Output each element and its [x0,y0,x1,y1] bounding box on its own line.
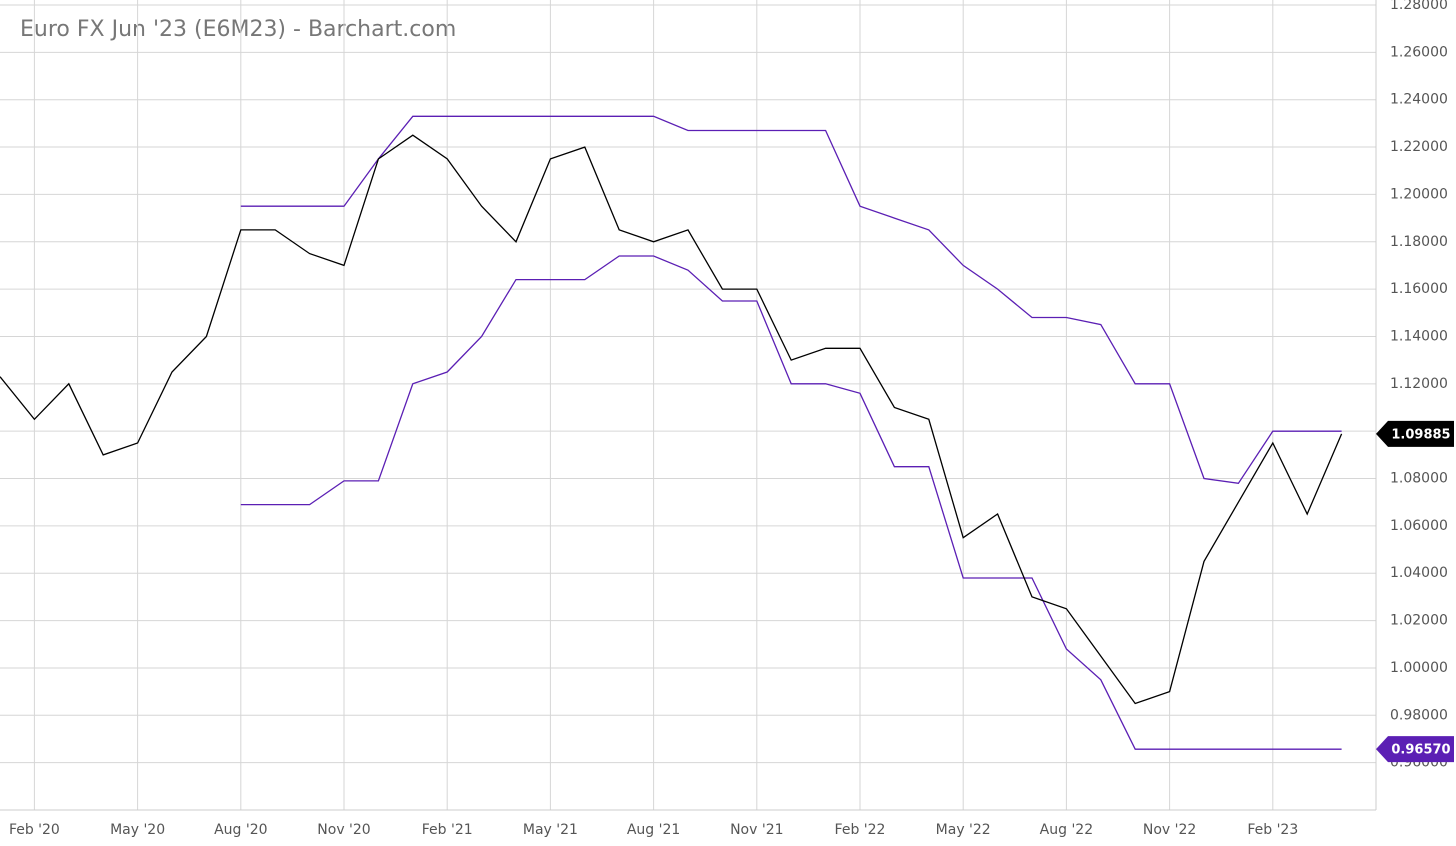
y-tick-label: 1.16000 [1390,281,1448,297]
y-tick-label: 1.12000 [1390,376,1448,392]
series-line [240,115,1342,485]
y-tick-label: 1.08000 [1390,471,1448,487]
y-tick-label: 1.00000 [1390,660,1448,676]
x-tick-label: Nov '22 [1143,822,1196,838]
x-tick-label: Feb '20 [9,822,60,838]
chart-title: Euro FX Jun '23 (E6M23) - Barchart.com [20,17,456,42]
grid [0,0,1376,810]
x-tick-label: May '21 [523,822,578,838]
y-tick-label: 1.20000 [1390,186,1448,202]
y-tick-label: 1.06000 [1390,518,1448,534]
price-tag [1376,736,1454,763]
x-tick-label: Nov '20 [317,822,370,838]
x-tick-label: Aug '22 [1040,822,1093,838]
x-tick-label: Feb '22 [835,822,886,838]
x-tick-label: Feb '21 [422,822,473,838]
price-tag [1376,420,1454,447]
y-tick-label: 1.04000 [1390,565,1448,581]
price-tag-label: 1.09885 [1391,427,1450,442]
y-tick-label: 1.28000 [1390,0,1448,13]
y-tick-label: 1.26000 [1390,44,1448,60]
x-tick-label: Aug '21 [627,822,680,838]
price-tag-label: 0.96570 [1391,743,1450,758]
x-tick-label: May '20 [110,822,165,838]
series-line [0,134,1343,705]
x-tick-label: May '22 [936,822,991,838]
x-tick-label: Feb '23 [1247,822,1298,838]
series-line [240,255,1342,750]
x-tick-label: Nov '21 [730,822,783,838]
y-tick-label: 1.18000 [1390,234,1448,250]
y-tick-label: 0.98000 [1390,707,1448,723]
y-tick-label: 1.22000 [1390,139,1448,155]
y-tick-label: 1.14000 [1390,328,1448,344]
y-tick-label: 1.24000 [1390,92,1448,108]
y-tick-label: 1.02000 [1390,613,1448,629]
x-tick-label: Aug '20 [214,822,267,838]
